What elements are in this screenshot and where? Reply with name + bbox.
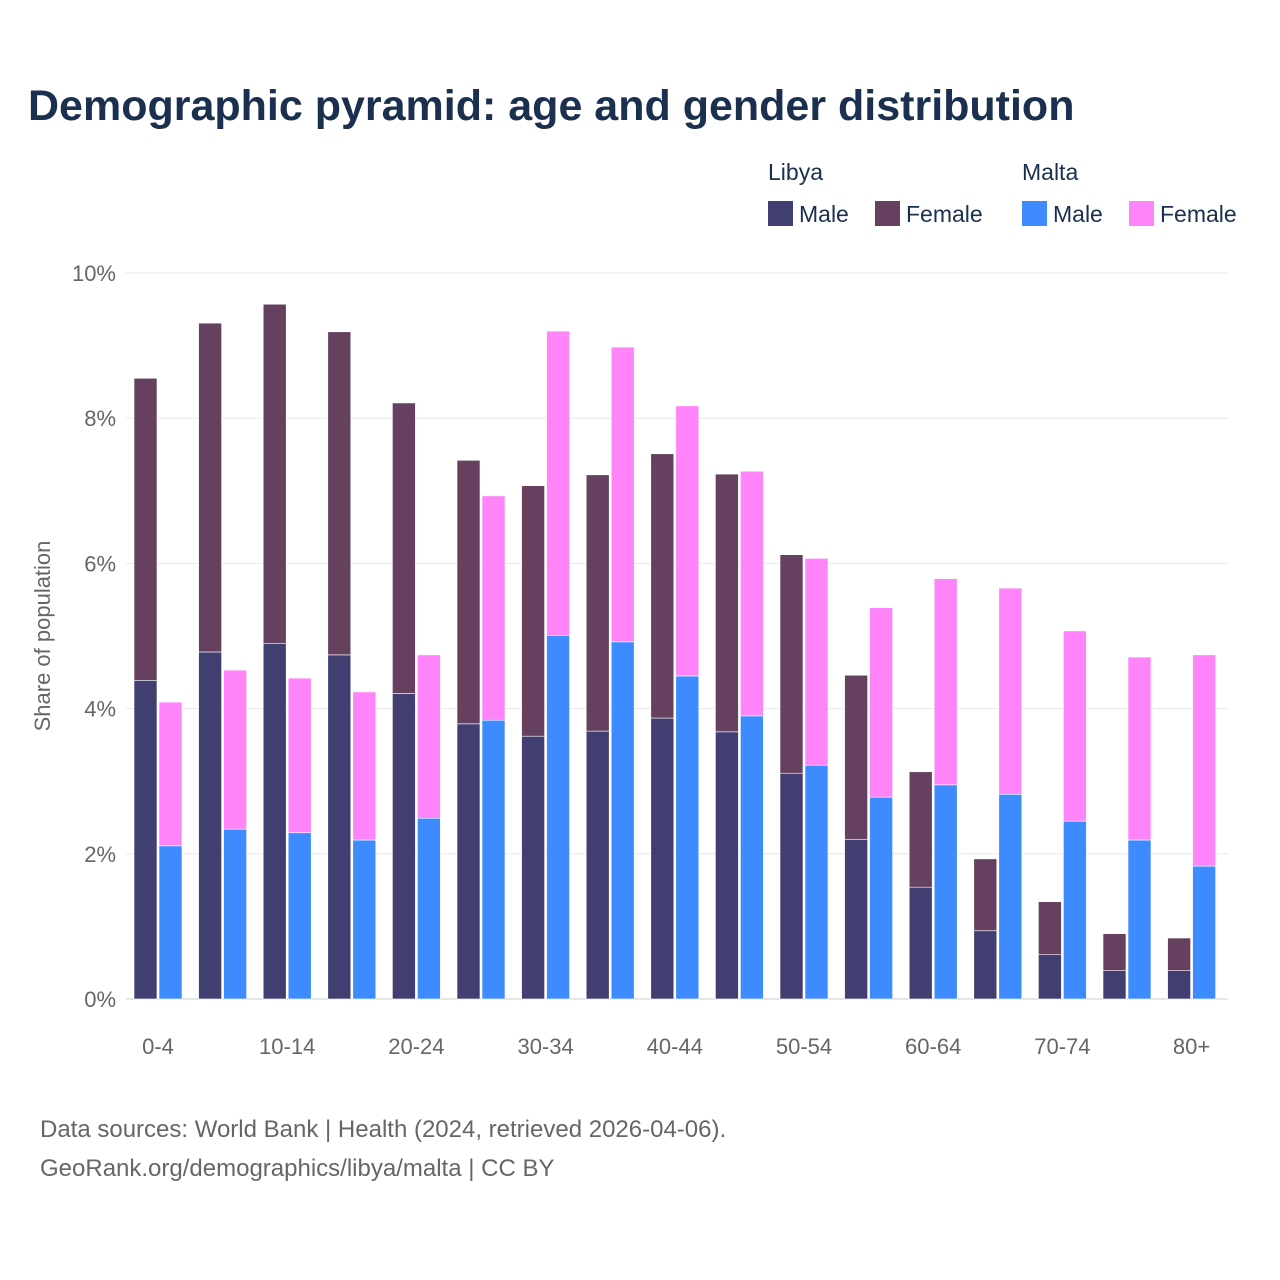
bar-malta-female-25-29: [481, 495, 506, 721]
bar-malta-male-15-19: [352, 839, 377, 1000]
bar-libya-female-15-19: [327, 331, 352, 656]
bar-malta-male-10-14: [287, 832, 312, 1000]
bar-libya-female-40-44: [650, 453, 675, 719]
bar-libya-male-20-24: [392, 693, 416, 1000]
bar-libya-female-75-79: [1102, 933, 1127, 971]
y-tick-label: 8%: [84, 406, 116, 431]
bar-malta-male-45-49: [740, 715, 764, 1000]
bar-libya-female-70-74: [1038, 901, 1062, 956]
bar-malta-male-50-54: [804, 764, 829, 1000]
bar-libya-female-50-54: [779, 554, 804, 774]
x-tick-label: 70-74: [1034, 1034, 1090, 1059]
bar-malta-male-35-39: [610, 641, 635, 1000]
bar-malta-female-5-9: [223, 669, 247, 830]
x-tick-label: 30-34: [517, 1034, 573, 1059]
bar-malta-female-40-44: [675, 405, 700, 677]
bar-malta-male-25-29: [481, 719, 506, 1000]
y-tick-label: 6%: [84, 551, 116, 576]
y-tick-label: 0%: [84, 987, 116, 1012]
bar-libya-male-15-19: [327, 654, 352, 1000]
legend-label: Female: [1160, 201, 1237, 227]
bar-libya-female-60-64: [908, 771, 933, 888]
bar-malta-male-75-79: [1127, 839, 1152, 1000]
bar-malta-female-20-24: [417, 654, 441, 819]
bar-libya-male-35-39: [585, 730, 610, 1000]
bar-malta-male-60-64: [933, 784, 958, 1000]
bar-libya-male-30-34: [521, 735, 545, 1000]
bar-libya-female-80+: [1167, 937, 1191, 971]
legend-label: Male: [799, 201, 849, 227]
x-tick-label: 10-14: [259, 1034, 315, 1059]
x-tick-label: 50-54: [776, 1034, 832, 1059]
license-note: GeoRank.org/demographics/libya/malta | C…: [40, 1155, 555, 1182]
legend-label: Male: [1053, 201, 1103, 227]
bar-malta-female-55-59: [869, 607, 893, 798]
bar-malta-female-60-64: [933, 578, 958, 786]
bar-libya-female-65-69: [973, 858, 998, 932]
bar-malta-female-15-19: [352, 691, 377, 841]
bar-malta-male-0-4: [158, 845, 183, 1000]
bar-malta-male-55-59: [869, 796, 893, 1000]
bar-malta-female-65-69: [998, 587, 1023, 795]
bar-libya-male-25-29: [456, 723, 481, 1000]
bar-libya-male-45-49: [715, 731, 739, 1000]
bar-malta-male-70-74: [1063, 820, 1087, 1000]
bar-libya-female-30-34: [521, 485, 545, 737]
y-tick-label: 4%: [84, 697, 116, 722]
bar-malta-male-65-69: [998, 793, 1023, 1000]
bar-libya-male-0-4: [133, 679, 158, 1000]
bar-malta-male-30-34: [546, 634, 570, 1000]
bar-libya-female-20-24: [392, 402, 416, 694]
y-tick-label: 10%: [72, 261, 116, 286]
bar-malta-female-30-34: [546, 330, 570, 636]
legend-group-title: Libya: [768, 159, 823, 185]
bar-libya-male-75-79: [1102, 970, 1127, 1000]
bar-libya-female-5-9: [198, 322, 222, 653]
bar-libya-female-55-59: [844, 674, 868, 840]
legend-label: Female: [906, 201, 983, 227]
bar-libya-male-50-54: [779, 772, 804, 1000]
x-tick-label: 0-4: [142, 1034, 174, 1059]
bar-malta-female-0-4: [158, 701, 183, 847]
bar-malta-male-80+: [1192, 865, 1216, 1000]
source-note: Data sources: World Bank | Health (2024,…: [40, 1116, 727, 1143]
legend-group-title: Malta: [1022, 159, 1078, 185]
bar-libya-female-0-4: [133, 377, 158, 681]
bar-libya-female-35-39: [585, 474, 610, 732]
bar-libya-female-45-49: [715, 473, 739, 733]
x-tick-label: 20-24: [388, 1034, 444, 1059]
bar-libya-male-5-9: [198, 651, 222, 1000]
bar-libya-male-40-44: [650, 717, 675, 1000]
legend-swatch: [1129, 201, 1154, 226]
bar-libya-male-10-14: [262, 642, 287, 1000]
y-axis-label: Share of population: [30, 541, 55, 732]
x-tick-label: 60-64: [905, 1034, 961, 1059]
bar-malta-male-5-9: [223, 828, 247, 1000]
bar-libya-female-10-14: [262, 303, 287, 644]
chart-title: Demographic pyramid: age and gender dist…: [28, 82, 1075, 130]
bar-libya-male-70-74: [1038, 954, 1062, 1000]
bar-libya-female-25-29: [456, 460, 481, 725]
bar-libya-male-65-69: [973, 930, 998, 1000]
bar-malta-female-80+: [1192, 654, 1216, 867]
y-tick-label: 2%: [84, 842, 116, 867]
bar-libya-male-55-59: [844, 838, 868, 1000]
bar-malta-female-35-39: [610, 346, 635, 643]
bar-libya-male-80+: [1167, 970, 1191, 1000]
bar-malta-male-40-44: [675, 675, 700, 1000]
bar-malta-female-75-79: [1127, 656, 1152, 841]
bar-malta-male-20-24: [417, 817, 441, 1000]
bar-malta-female-50-54: [804, 558, 829, 766]
bar-libya-male-60-64: [908, 886, 933, 1000]
x-tick-label: 80+: [1173, 1034, 1210, 1059]
legend-swatch: [768, 201, 793, 226]
legend-swatch: [1022, 201, 1047, 226]
x-tick-label: 40-44: [647, 1034, 703, 1059]
bar-malta-female-45-49: [740, 470, 764, 717]
bar-malta-female-10-14: [287, 677, 312, 834]
bar-malta-female-70-74: [1063, 630, 1087, 822]
legend-swatch: [875, 201, 900, 226]
